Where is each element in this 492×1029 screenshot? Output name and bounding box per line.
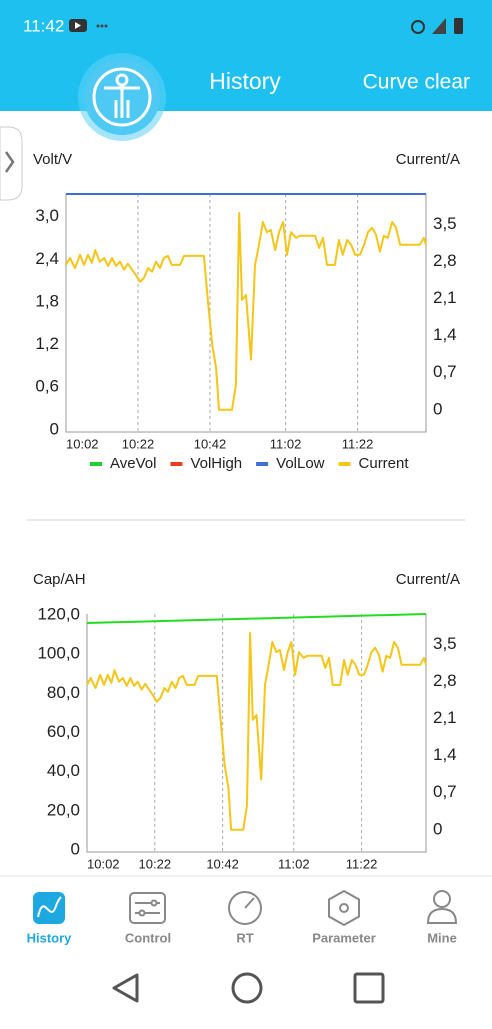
app-bar [0, 0, 492, 111]
y2-tick-label: 0 [433, 399, 442, 418]
y2-tick-label: 2,1 [433, 708, 457, 727]
y-axis-title: Volt/V [33, 151, 72, 168]
page-title: History [209, 68, 281, 94]
y-tick-label: 120,0 [37, 604, 80, 623]
nav-label[interactable]: History [27, 930, 73, 945]
y2-tick-label: 2,8 [433, 671, 457, 690]
x-tick-label: 11:22 [346, 856, 378, 871]
series-line [65, 212, 427, 411]
y2-tick-label: 2,1 [433, 288, 457, 307]
x-tick-label: 11:02 [270, 436, 302, 451]
y2-tick-label: 1,4 [433, 745, 457, 764]
status-icons [69, 18, 463, 34]
status-time: 11:42 [23, 16, 64, 35]
x-tick-label: 10:22 [139, 856, 172, 871]
nav-icons [33, 889, 458, 927]
nav-label[interactable]: Control [125, 930, 171, 945]
y-axis-title: Cap/AH [33, 571, 86, 588]
avatar-button[interactable] [78, 53, 166, 141]
y2-tick-label: 0,7 [433, 782, 457, 801]
y-tick-label: 1,8 [35, 291, 59, 310]
legend-swatch [256, 462, 269, 466]
series-line [86, 632, 427, 831]
axis-frame [86, 614, 427, 853]
legend-swatch [170, 462, 183, 466]
legend-label: VolLow [276, 455, 325, 472]
y-tick-label: 0 [50, 419, 59, 438]
side-drawer-tab[interactable] [0, 126, 23, 201]
y2-tick-label: 0 [433, 819, 442, 838]
system-nav [112, 972, 385, 1004]
x-tick-label: 10:02 [66, 436, 99, 451]
x-tick-label: 11:22 [342, 436, 374, 451]
series-line [86, 613, 427, 624]
y2-tick-label: 0,7 [433, 362, 457, 381]
axis-frame [65, 194, 427, 433]
legend-label: Current [359, 455, 410, 472]
y2-tick-label: 2,8 [433, 251, 457, 270]
y-tick-label: 2,4 [35, 249, 59, 268]
curve-clear-button[interactable]: Curve clear [363, 71, 470, 94]
legend-label: VolHigh [190, 455, 242, 472]
y2-tick-label: 3,5 [433, 634, 457, 653]
x-tick-label: 11:02 [278, 856, 310, 871]
y-tick-label: 3,0 [35, 206, 59, 225]
y-tick-label: 80,0 [47, 683, 80, 702]
x-tick-label: 10:02 [87, 856, 120, 871]
y-tick-label: 0,6 [35, 377, 59, 396]
nav-label[interactable]: RT [236, 930, 253, 945]
y2-axis-title: Current/A [396, 571, 460, 588]
x-tick-label: 10:22 [122, 436, 155, 451]
y-tick-label: 100,0 [37, 644, 80, 663]
y-tick-label: 1,2 [35, 334, 59, 353]
y2-axis-title: Current/A [396, 151, 460, 168]
x-tick-label: 10:42 [206, 856, 239, 871]
y-tick-label: 0 [71, 840, 80, 859]
y-tick-label: 60,0 [47, 722, 80, 741]
bottom-nav [0, 876, 492, 1024]
legend-swatch [90, 462, 102, 466]
nav-label[interactable]: Parameter [312, 930, 376, 945]
y-tick-label: 20,0 [47, 800, 80, 819]
y-tick-label: 40,0 [47, 761, 80, 780]
legend-swatch [338, 462, 351, 466]
y2-tick-label: 3,5 [433, 214, 457, 233]
legend-label: AveVol [110, 455, 156, 472]
x-tick-label: 10:42 [194, 436, 227, 451]
y2-tick-label: 1,4 [433, 325, 457, 344]
nav-label[interactable]: Mine [427, 930, 457, 945]
